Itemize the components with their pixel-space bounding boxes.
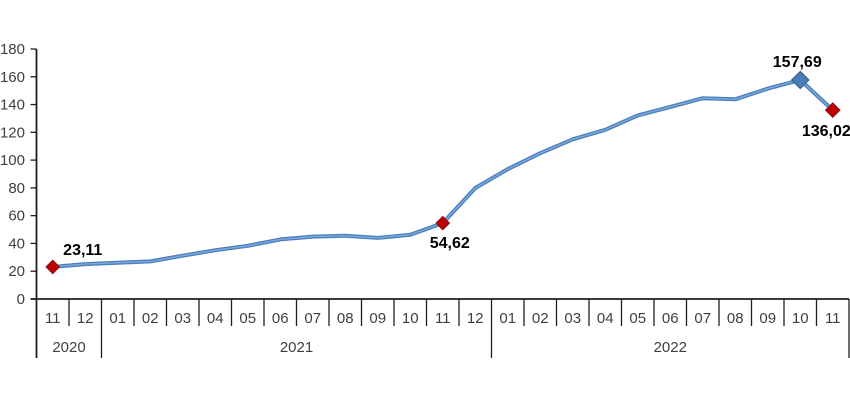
x-axis-month-label: 11	[825, 310, 841, 327]
x-axis-month-label: 03	[564, 310, 581, 327]
x-axis-month-label: 06	[662, 310, 679, 327]
y-axis-tick-label: 0	[17, 291, 25, 308]
x-axis-month-label: 05	[629, 310, 646, 327]
x-axis-month-label: 02	[142, 310, 159, 327]
x-axis-month-label: 12	[77, 310, 94, 327]
y-axis-tick-label: 120	[0, 124, 25, 141]
x-axis-month-label: 02	[532, 310, 549, 327]
x-axis-month-label: 09	[759, 310, 776, 327]
x-axis-month-label: 01	[499, 310, 516, 327]
x-axis-month-label: 04	[597, 310, 614, 327]
x-axis-month-label: 04	[207, 310, 224, 327]
data-point-label-11-2022: 136,02	[802, 123, 850, 140]
y-axis-tick-label: 40	[8, 235, 25, 252]
x-axis-month-label: 03	[174, 310, 191, 327]
x-axis-month-label: 07	[304, 310, 321, 327]
x-axis-month-label: 01	[109, 310, 126, 327]
x-axis-month-label: 12	[467, 310, 484, 327]
y-axis-tick-label: 180	[0, 41, 25, 58]
x-axis-month-label: 10	[402, 310, 419, 327]
y-axis-tick-label: 160	[0, 69, 25, 86]
x-axis-month-label: 11	[435, 310, 451, 327]
y-axis-tick-label: 100	[0, 152, 25, 169]
data-point-marker-11-2020	[45, 259, 61, 275]
y-axis-tick-label: 20	[8, 263, 25, 280]
x-axis-month-label: 07	[694, 310, 711, 327]
y-axis-tick-label: 80	[8, 180, 25, 197]
x-axis-year-label: 2022	[654, 339, 687, 356]
data-point-label-11-2020: 23,11	[63, 242, 102, 259]
x-axis-month-label: 08	[727, 310, 744, 327]
data-point-marker-11-2021	[435, 215, 451, 231]
data-point-label-11-2021: 54,62	[430, 235, 470, 252]
data-point-marker-10-2022	[790, 70, 810, 90]
x-axis-month-label: 05	[239, 310, 256, 327]
y-axis-tick-label: 140	[0, 97, 25, 114]
x-axis-year-label: 2021	[280, 339, 313, 356]
x-axis-month-label: 08	[337, 310, 354, 327]
x-axis-month-label: 10	[792, 310, 809, 327]
data-point-label-10-2022: 157,69	[773, 54, 822, 71]
x-axis-month-label: 09	[369, 310, 386, 327]
data-point-marker-11-2022	[824, 102, 841, 119]
x-axis-month-label: 11	[45, 310, 61, 327]
x-axis-year-label: 2020	[52, 339, 85, 356]
y-axis-tick-label: 60	[8, 208, 25, 225]
x-axis-month-label: 06	[272, 310, 289, 327]
